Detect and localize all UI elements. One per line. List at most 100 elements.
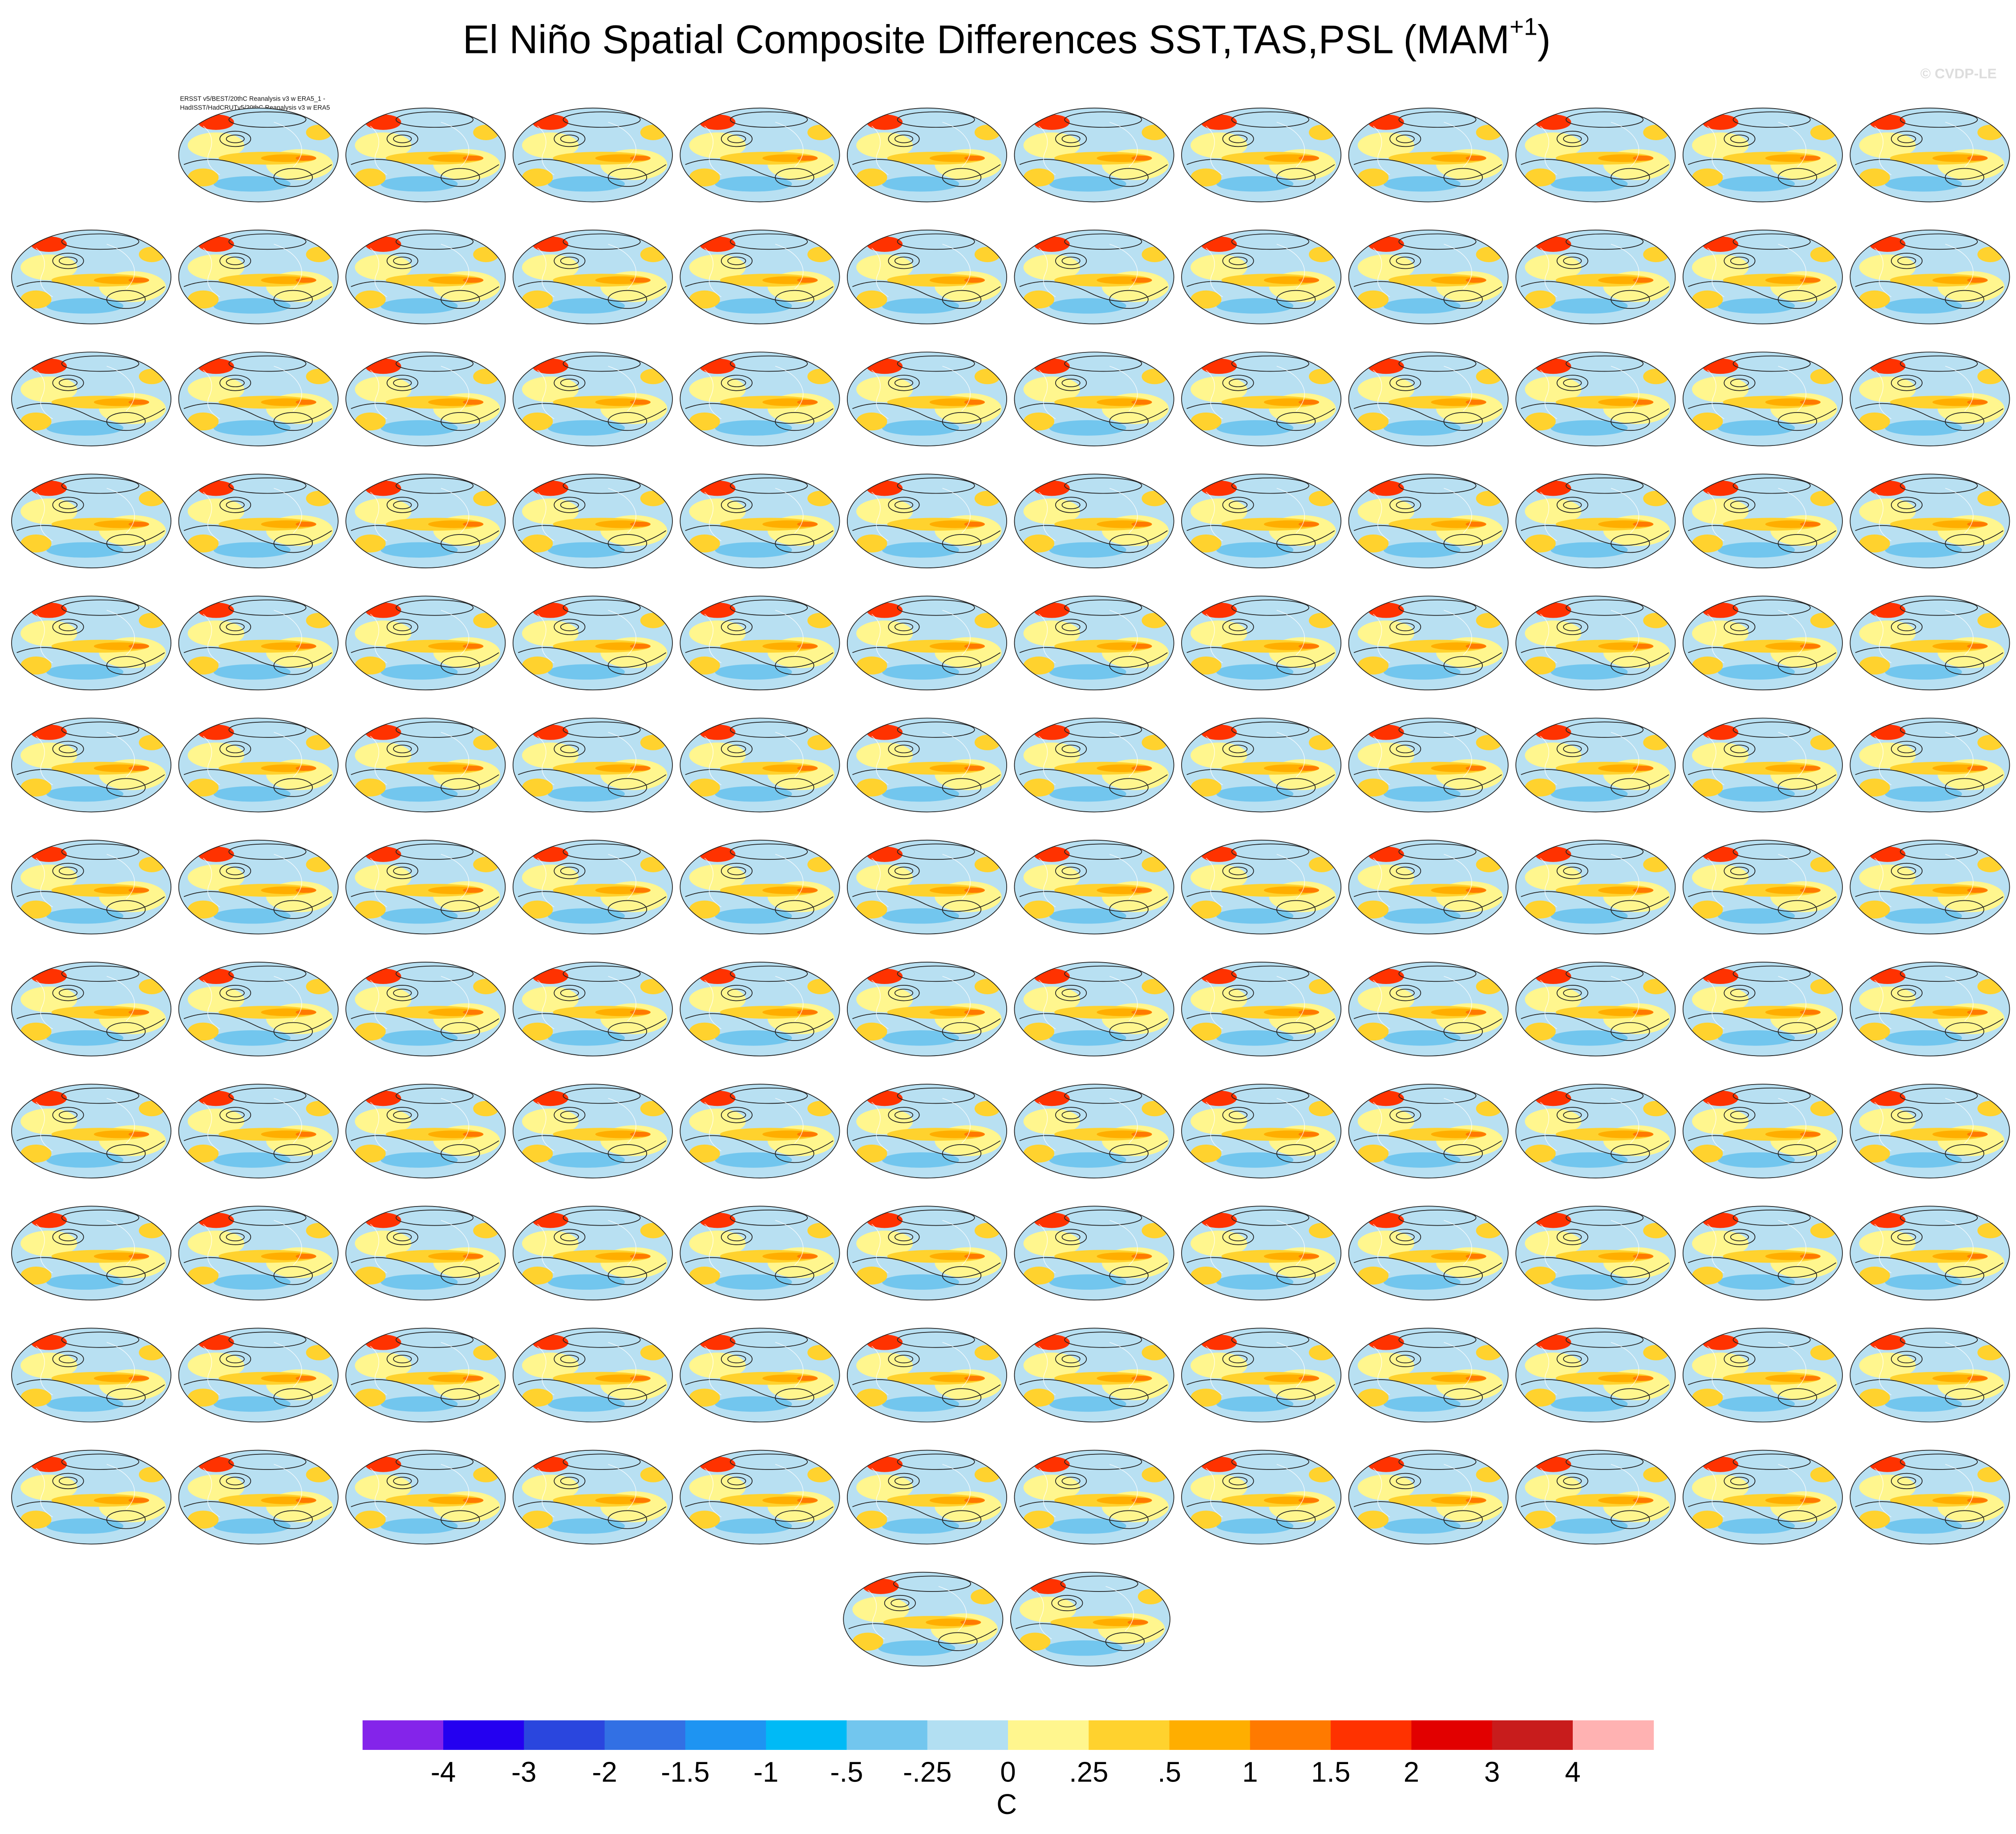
map-panel	[1682, 229, 1844, 325]
map-panel	[178, 839, 340, 935]
colorbar-unit: C	[996, 1789, 1017, 1820]
map-panel	[178, 717, 340, 814]
map-panel	[846, 229, 1008, 325]
map-panel	[178, 473, 340, 569]
map-panel	[1013, 107, 1175, 203]
map-panel	[1849, 473, 2011, 569]
watermark: © CVDP-LE	[1920, 65, 1997, 81]
map-panel	[679, 717, 841, 814]
map-panel	[679, 961, 841, 1057]
map-panel	[842, 1571, 1004, 1668]
colorbar-label: 4	[1565, 1757, 1580, 1788]
colorbar-box	[1573, 1720, 1654, 1750]
map-panel	[679, 595, 841, 692]
map-panel	[1348, 229, 1510, 325]
map-panel	[10, 839, 172, 935]
map-panel	[1348, 717, 1510, 814]
map-panel	[1849, 1205, 2011, 1301]
map-panel	[344, 473, 506, 569]
colorbar-box	[524, 1720, 605, 1750]
colorbar-box	[1492, 1720, 1573, 1750]
map-panel	[846, 107, 1008, 203]
map-panel	[1013, 717, 1175, 814]
map-panel	[846, 717, 1008, 814]
map-panel	[846, 839, 1008, 935]
map-panel	[1849, 595, 2011, 692]
map-panel	[1849, 1083, 2011, 1179]
colorbar-label: .25	[1069, 1757, 1108, 1788]
chart-title: El Niño Spatial Composite Differences SS…	[463, 12, 1551, 61]
map-panel	[1013, 961, 1175, 1057]
map-panel	[344, 1205, 506, 1301]
map-panel	[1849, 351, 2011, 447]
map-panel	[344, 107, 506, 203]
map-panel	[1514, 961, 1676, 1057]
map-panel	[1514, 1205, 1676, 1301]
map-panel	[1682, 107, 1844, 203]
map-panel	[1514, 229, 1676, 325]
map-panel	[1514, 107, 1676, 203]
colorbar-box	[766, 1720, 847, 1750]
map-panel	[1013, 1205, 1175, 1301]
map-panel	[1849, 717, 2011, 814]
colorbar-label: -1	[753, 1757, 779, 1788]
map-panel	[846, 595, 1008, 692]
map-panel	[846, 473, 1008, 569]
panels	[10, 107, 2011, 1668]
map-panel	[344, 839, 506, 935]
map-panel	[178, 1205, 340, 1301]
map-panel	[1682, 595, 1844, 692]
colorbar-label: 0	[1000, 1757, 1016, 1788]
map-panel	[1348, 839, 1510, 935]
map-panel	[1514, 1449, 1676, 1546]
map-panel	[846, 1083, 1008, 1179]
map-panel	[10, 473, 172, 569]
map-panel	[1180, 1083, 1342, 1179]
map-panel	[1180, 717, 1342, 814]
map-panel	[1682, 1205, 1844, 1301]
map-panel	[10, 1449, 172, 1546]
colorbar-box	[362, 1720, 444, 1750]
colorbar-label: -3	[511, 1757, 537, 1788]
colorbar-box	[927, 1720, 1008, 1750]
colorbar-label: 1.5	[1311, 1757, 1350, 1788]
colorbar-box	[1331, 1720, 1412, 1750]
map-panel	[178, 1327, 340, 1424]
map-panel	[846, 1205, 1008, 1301]
map-panel	[10, 961, 172, 1057]
map-panel	[512, 473, 674, 569]
map-panel	[1013, 1449, 1175, 1546]
map-panel	[1514, 1083, 1676, 1179]
map-panel	[1180, 961, 1342, 1057]
map-panel	[1514, 473, 1676, 569]
map-panel	[846, 961, 1008, 1057]
map-panel	[10, 1083, 172, 1179]
map-panel	[344, 351, 506, 447]
map-panel	[1013, 1327, 1175, 1424]
map-panel	[1013, 1083, 1175, 1179]
map-panel	[512, 1083, 674, 1179]
map-panel	[178, 351, 340, 447]
map-panel	[344, 961, 506, 1057]
map-panel	[178, 229, 340, 325]
map-panel	[1180, 1449, 1342, 1546]
map-panel	[1348, 351, 1510, 447]
title-main: El Niño Spatial Composite Differences SS…	[463, 17, 1510, 61]
map-panel	[1849, 1449, 2011, 1546]
colorbar-box	[1169, 1720, 1251, 1750]
map-panel	[1348, 1083, 1510, 1179]
map-panel	[679, 473, 841, 569]
map-panel	[1348, 107, 1510, 203]
colorbar-label: 3	[1484, 1757, 1500, 1788]
map-panel	[1682, 351, 1844, 447]
colorbar-label: 1	[1242, 1757, 1258, 1788]
map-panel	[1514, 717, 1676, 814]
map-panel	[1682, 1083, 1844, 1179]
colorbar-label: -4	[431, 1757, 456, 1788]
map-panel	[178, 107, 340, 203]
colorbar-label: -.25	[903, 1757, 952, 1788]
map-panel	[1180, 473, 1342, 569]
map-panel	[1180, 107, 1342, 203]
